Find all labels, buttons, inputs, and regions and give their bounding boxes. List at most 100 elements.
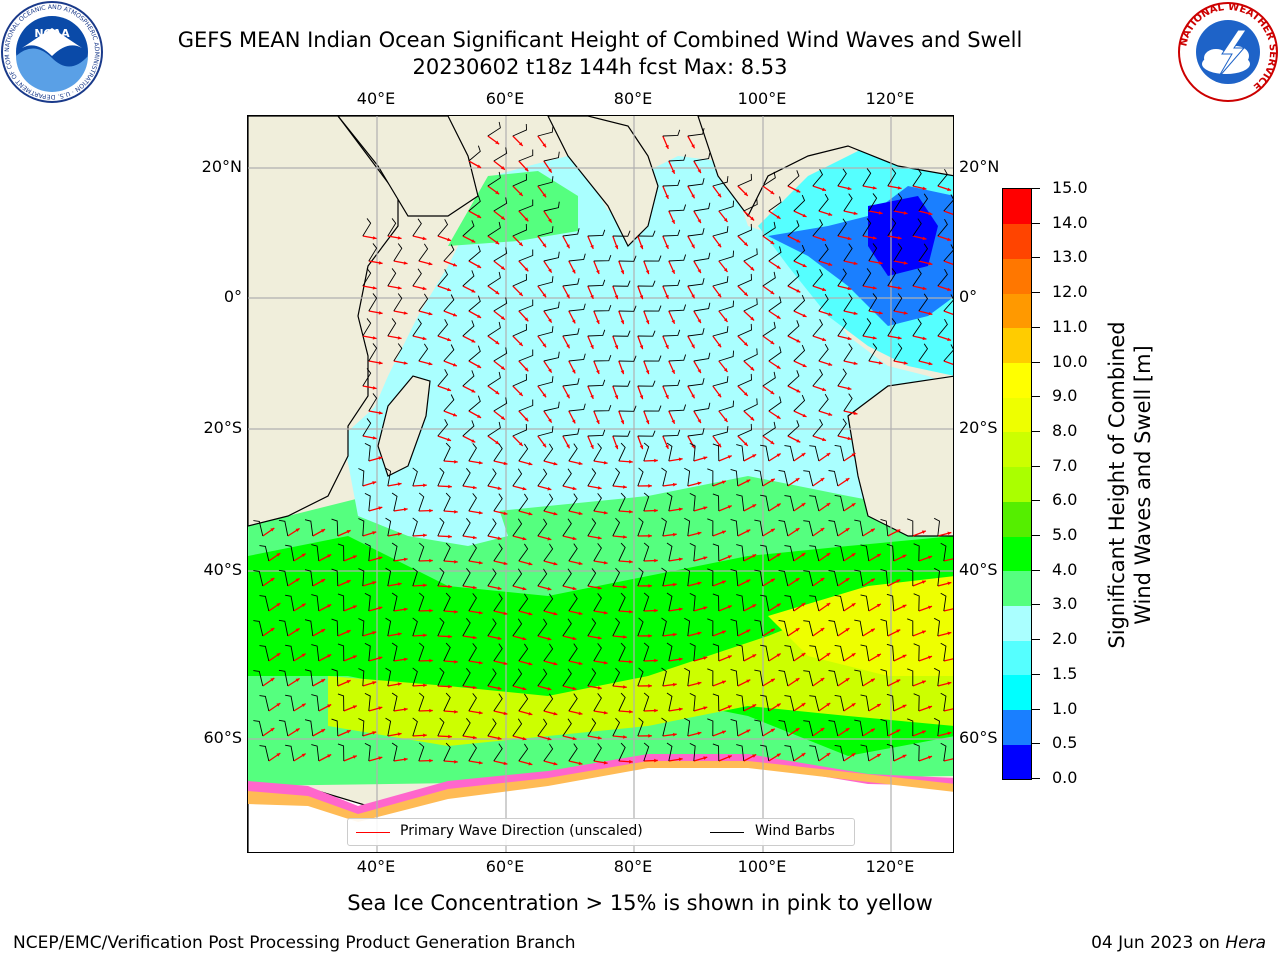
colorbar-tick <box>1032 743 1040 745</box>
colorbar-tick <box>1032 708 1040 710</box>
svg-text:NOAA: NOAA <box>34 27 70 40</box>
chart-title: GEFS MEAN Indian Ocean Significant Heigh… <box>177 28 1023 52</box>
colorbar-tick-label: 7.0 <box>1052 455 1078 475</box>
colorbar-segment <box>1003 674 1031 711</box>
colorbar-tick-label: 10.0 <box>1052 351 1088 371</box>
colorbar-segment <box>1003 189 1031 225</box>
colorbar-title: Significant Height of Combined Wind Wave… <box>1105 321 1155 649</box>
footer-branch: NCEP/EMC/Verification Post Processing Pr… <box>13 933 576 953</box>
wave-height-map <box>248 116 953 852</box>
lon-label-bottom: 80°E <box>613 857 653 876</box>
colorbar-tick-label: 1.5 <box>1052 663 1078 683</box>
lat-label-right: 40°S <box>959 560 998 579</box>
lat-label-right: 60°S <box>959 728 998 747</box>
lon-label-top: 120°E <box>865 89 915 108</box>
colorbar-tick-label: 1.0 <box>1052 698 1078 718</box>
lat-label-left: 0° <box>223 287 242 306</box>
colorbar-tick-label: 12.0 <box>1052 282 1088 302</box>
noaa-logo: NATIONAL OCEANIC AND ATMOSPHERIC ADMINIS… <box>0 0 103 103</box>
colorbar-tick-label: 3.0 <box>1052 594 1078 614</box>
colorbar-tick <box>1032 361 1040 363</box>
peak-wave-core <box>768 576 953 676</box>
colorbar-tick-label: 4.0 <box>1052 559 1078 579</box>
lon-label-top: 80°E <box>613 89 653 108</box>
colorbar-segment <box>1003 223 1031 259</box>
colorbar-segment <box>1003 536 1031 572</box>
lat-label-left: 60°S <box>203 728 242 747</box>
graticule <box>248 116 953 852</box>
colorbar-tick <box>1032 778 1040 779</box>
colorbar-segment <box>1003 744 1031 780</box>
lon-label-top: 60°E <box>485 89 525 108</box>
lat-label-left: 20°N <box>201 157 242 176</box>
colorbar-segment <box>1003 466 1031 502</box>
chart-subtitle: 20230602 t18z 144h fcst Max: 8.53 <box>412 55 788 79</box>
calm-ocean-region <box>358 156 953 536</box>
colorbar-tick <box>1032 430 1040 432</box>
colorbar-tick <box>1032 500 1040 502</box>
colorbar-segment <box>1003 397 1031 433</box>
colorbar-tick-label: 0.5 <box>1052 733 1078 753</box>
colorbar-segment <box>1003 570 1031 606</box>
colorbar-tick <box>1032 639 1040 641</box>
lon-label-top: 100°E <box>737 89 787 108</box>
colorbar-tick <box>1032 535 1040 537</box>
colorbar-tick <box>1032 292 1040 294</box>
madagascar <box>377 375 431 477</box>
colorbar-tick <box>1032 326 1040 328</box>
colorbar-segment <box>1003 327 1031 364</box>
colorbar-tick-label: 2.0 <box>1052 629 1078 649</box>
map-legend: Primary Wave Direction (unscaled) Wind B… <box>347 818 855 846</box>
lon-label-bottom: 100°E <box>737 857 787 876</box>
colorbar-tick-label: 11.0 <box>1052 316 1088 336</box>
southeast-asia-landmass <box>697 116 953 218</box>
lat-label-left: 40°S <box>203 560 242 579</box>
colorbar-tick-label: 14.0 <box>1052 212 1088 232</box>
colorbar-segment <box>1003 258 1031 294</box>
colorbar-tick-label: 6.0 <box>1052 490 1078 510</box>
africa-landmass <box>248 116 399 527</box>
lon-label-bottom: 60°E <box>485 857 525 876</box>
nws-logo: NATIONAL WEATHER SERVICE <box>1178 2 1278 102</box>
lon-label-bottom: 120°E <box>865 857 915 876</box>
wind-barb-legend-label: Wind Barbs <box>755 823 835 839</box>
wave-direction-arrows <box>253 121 953 766</box>
colorbar-segment <box>1003 431 1031 468</box>
colorbar-tick-label: 5.0 <box>1052 525 1078 545</box>
colorbar-segment <box>1003 293 1031 329</box>
lat-label-right: 20°N <box>959 157 1000 176</box>
colorbar-segment <box>1003 640 1031 676</box>
colorbar-tick <box>1032 222 1040 224</box>
colorbar-tick-label: 15.0 <box>1052 178 1088 197</box>
australia-landmass <box>847 375 953 537</box>
sea-ice-note: Sea Ice Concentration > 15% is shown in … <box>347 891 933 915</box>
colorbar-segment <box>1003 501 1031 537</box>
colorbar-tick-label: 8.0 <box>1052 420 1078 440</box>
colorbar-segment <box>1003 605 1031 641</box>
wave-direction-legend-label: Primary Wave Direction (unscaled) <box>400 823 643 839</box>
wind-barb-legend-line <box>710 832 744 833</box>
arabian-sea-swell <box>448 171 578 246</box>
colorbar-tick-label: 9.0 <box>1052 386 1078 406</box>
colorbar-segment <box>1003 709 1031 745</box>
colorbar-tick <box>1032 465 1040 467</box>
map-panel <box>247 115 954 853</box>
colorbar-tick <box>1032 396 1040 398</box>
arabia-landmass <box>337 116 479 217</box>
colorbar-segment <box>1003 362 1031 398</box>
india-landmass <box>547 116 659 248</box>
colorbar-tick <box>1032 673 1040 675</box>
lon-label-bottom: 40°E <box>356 857 396 876</box>
wave-direction-legend-line <box>356 832 390 833</box>
colorbar <box>1002 188 1032 780</box>
colorbar-tick <box>1032 604 1040 606</box>
lat-label-left: 20°S <box>203 418 242 437</box>
colorbar-tick <box>1032 257 1040 259</box>
colorbar-tick <box>1032 569 1040 571</box>
lat-label-right: 20°S <box>959 418 998 437</box>
colorbar-tick <box>1032 188 1040 189</box>
colorbar-tick-label: 0.0 <box>1052 768 1078 787</box>
colorbar-tick-label: 13.0 <box>1052 247 1088 267</box>
lat-label-right: 0° <box>959 287 978 306</box>
sea-ice-fringe <box>248 754 953 816</box>
